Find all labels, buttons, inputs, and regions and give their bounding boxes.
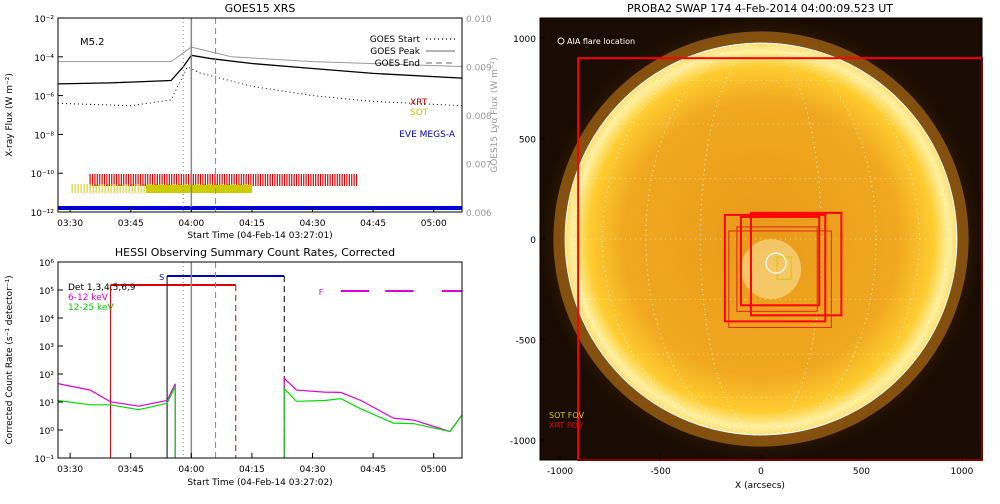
hessi-xtick: 04:30: [300, 465, 326, 475]
fov-box: [749, 211, 843, 317]
swap-xtick: 500: [853, 467, 870, 477]
goes-xtick: 04:30: [300, 219, 326, 229]
goes-xtick: 04:00: [178, 219, 204, 229]
hessi-ytick: 10³: [39, 343, 54, 353]
goes-xlabel: Start Time (04-Feb-14 03:27:01): [187, 231, 332, 241]
fov-box: [739, 215, 821, 307]
goes-ytick: 10⁻⁸: [34, 131, 54, 141]
hessi-xtick: 04:45: [360, 465, 386, 475]
goes-legend-label: GOES Start: [370, 35, 421, 45]
hessi-frame: [57, 261, 463, 459]
hessi-xtick: 03:45: [118, 465, 144, 475]
goes-legend-label: GOES Peak: [370, 47, 420, 57]
hessi-title: HESSI Observing Summary Count Rates, Cor…: [115, 246, 395, 259]
lya-line: [58, 46, 463, 67]
hessi-legend: 12-25 keV: [68, 303, 114, 313]
goes-panel: GOES15 XRS 10⁻² 10⁻⁴ 10⁻⁶ 10⁻⁸ 10⁻¹⁰ 10⁻¹² 0.01…: [5, 2, 500, 241]
hessi-ytick: 10⁶: [39, 259, 54, 269]
fov-box: [728, 230, 832, 328]
flare-class: M5.2: [80, 37, 105, 48]
goes-ytick-right: 0.010: [466, 15, 492, 25]
goes-xtick: 04:15: [239, 219, 265, 229]
goes-ylabel-right: GOES15 Lyα Flux (W m⁻²): [490, 57, 500, 173]
fov-box: [723, 213, 827, 323]
goes-title: GOES15 XRS: [225, 2, 296, 15]
legend-circle: [557, 37, 565, 45]
swap-xtick: 0: [758, 467, 764, 477]
goes-ytick-right: 0.008: [466, 112, 492, 122]
goes-xtick: 04:45: [360, 219, 386, 229]
goes-ytick: 10⁻¹²: [31, 209, 55, 219]
goes-short-line: [57, 66, 463, 107]
hessi-panel: HESSI Observing Summary Count Rates, Cor…: [5, 246, 463, 488]
hessi-xtick: 04:15: [239, 465, 265, 475]
goes-frame: [57, 17, 463, 213]
sot-fov-label: SOT FOV: [549, 411, 585, 420]
swap-xtick: -1000: [547, 467, 573, 477]
xrt-fov-label: XRT FOV: [549, 421, 584, 430]
swap-ytick: -500: [516, 336, 537, 346]
goes-ytick: 10⁻²: [34, 15, 54, 25]
instrument-label: SOT: [410, 108, 429, 118]
hessi-ytick: 10⁰: [39, 427, 54, 437]
grid-lon: [574, 42, 948, 436]
s-flag: S: [159, 273, 164, 282]
goes-xtick: 03:45: [118, 219, 144, 229]
hessi-series-0: [283, 376, 463, 458]
goes-ytick-right: 0.006: [466, 209, 492, 219]
hessi-series-1: [283, 387, 463, 458]
goes-xtick: 03:30: [57, 219, 83, 229]
hessi-xtick: 05:00: [421, 465, 447, 475]
sot-bar: [145, 185, 252, 193]
active-region: [741, 239, 802, 300]
hessi-ytick: 10¹: [39, 399, 54, 409]
swap-xtick: -500: [650, 467, 671, 477]
hessi-xlabel: Start Time (04-Feb-14 03:27:02): [187, 478, 332, 488]
goes-ytick-right: 0.009: [466, 64, 492, 74]
hessi-legend: 6-12 keV: [68, 293, 109, 303]
f-flag: F: [319, 288, 324, 297]
instrument-label: EVE MEGS-A: [399, 130, 456, 140]
fov-box: [736, 226, 818, 312]
hessi-ytick: 10²: [39, 371, 54, 381]
hessi-xtick: 04:00: [178, 465, 204, 475]
swap-ytick: 500: [519, 136, 536, 146]
goes-long-line: [57, 54, 463, 85]
swap-ytick: 1000: [513, 35, 536, 45]
goes-ytick: 10⁻⁶: [34, 93, 54, 103]
hessi-ylabel: Corrected Count Rate (s⁻¹ detector⁻¹): [5, 275, 15, 444]
swap-panel: PROBA2 SWAP 174 4-Feb-2014 04:00:09.523 …: [510, 2, 983, 491]
grid-lon: [602, 42, 920, 436]
hessi-ytick: 10⁴: [39, 315, 54, 325]
swap-legend-top: AIA flare location: [567, 37, 635, 46]
swap-title: PROBA2 SWAP 174 4-Feb-2014 04:00:09.523 …: [627, 2, 893, 15]
hessi-legend: Det 1,3,4,5,6,9: [68, 283, 136, 293]
swap-ytick: -1000: [510, 437, 536, 447]
eve-bar: [58, 206, 462, 210]
swap-xtick: 1000: [950, 467, 973, 477]
goes-ytick-right: 0.007: [466, 161, 492, 171]
hessi-series-0: [57, 383, 176, 458]
swap-xlabel: X (arcsecs): [735, 481, 785, 491]
swap-ytick: 0: [530, 236, 536, 246]
hessi-ytick: 10⁵: [39, 287, 54, 297]
goes-ytick: 10⁻¹⁰: [31, 170, 55, 180]
instrument-label: XRT: [410, 98, 428, 108]
hessi-series-1: [57, 386, 176, 458]
flare-marker: [765, 252, 787, 274]
goes-ytick: 10⁻⁴: [34, 54, 54, 64]
goes-legend-label: GOES End: [375, 59, 420, 69]
hessi-xtick: 03:30: [57, 465, 83, 475]
goes-ylabel: X-ray Flux (W m⁻²): [5, 73, 15, 157]
hessi-ytick: 10⁻¹: [34, 455, 54, 465]
goes-xtick: 05:00: [421, 219, 447, 229]
